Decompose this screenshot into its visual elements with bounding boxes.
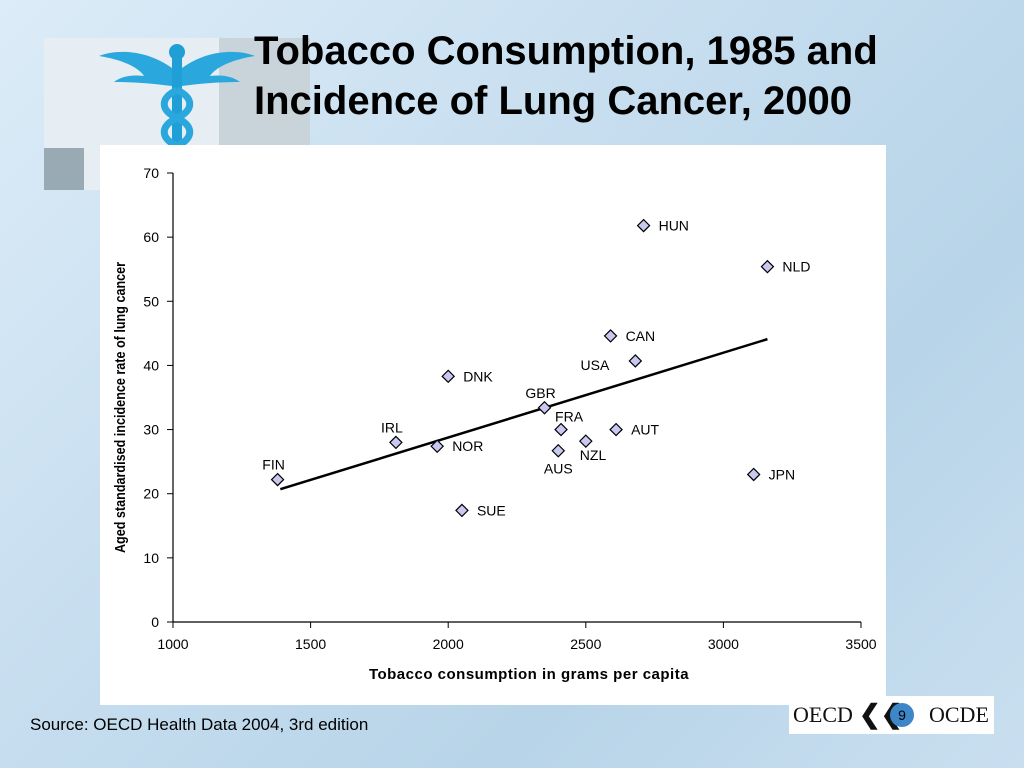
data-label-aut: AUT [631, 422, 659, 438]
oecd-footer-logo: OECD ❮❮ OCDE 9 [789, 696, 994, 734]
data-point-jpn [746, 467, 761, 482]
data-point-can [603, 329, 618, 343]
data-point-fin [270, 472, 285, 487]
data-label-gbr: GBR [525, 385, 555, 401]
slide-title: Tobacco Consumption, 1985 and Incidence … [254, 26, 1014, 126]
data-label-aus: AUS [544, 461, 573, 477]
data-point-aut [609, 422, 623, 437]
data-point-aus [551, 443, 566, 458]
y-tick-label: 70 [143, 165, 159, 181]
x-tick-label: 1000 [157, 636, 188, 652]
chart-panel: 0 10 20 30 40 50 60 70 1000 1500 2000 2500 3000 3500 T… [100, 145, 886, 705]
data-label-jpn: JPN [769, 466, 795, 482]
data-point-nor [430, 439, 445, 454]
y-tick-label: 40 [143, 357, 159, 373]
page-number-badge: 9 [890, 703, 914, 727]
data-label-fra: FRA [555, 409, 584, 425]
data-label-dnk: DNK [463, 368, 493, 384]
data-label-can: CAN [626, 328, 656, 344]
data-label-irl: IRL [381, 419, 403, 435]
data-point-irl [389, 435, 403, 450]
data-point-dnk [441, 369, 456, 384]
data-point-usa [628, 354, 643, 368]
y-tick-label: 30 [143, 422, 159, 438]
y-tick-label: 50 [143, 293, 159, 309]
scatter-chart: 0 10 20 30 40 50 60 70 1000 1500 2000 2500 3000 3500 T… [111, 165, 877, 683]
source-note: Source: OECD Health Data 2004, 3rd editi… [30, 715, 369, 734]
x-tick-label: 2500 [570, 636, 601, 652]
slide-title-line-2: Incidence of Lung Cancer, 2000 [254, 79, 852, 123]
x-tick-label: 2000 [433, 636, 464, 652]
data-label-nzl: NZL [580, 447, 607, 463]
data-label-fin: FIN [262, 457, 285, 473]
data-point-hun [636, 218, 651, 233]
caduceus-logo-image [44, 38, 310, 190]
data-point-gbr [537, 400, 552, 415]
x-tick-label: 3500 [845, 636, 876, 652]
data-label-nor: NOR [452, 438, 483, 454]
data-point-nld [760, 259, 775, 274]
y-tick-label: 0 [151, 614, 159, 630]
data-label-nld: NLD [782, 259, 810, 275]
y-axis-label: Aged standardised incidence rate of lung… [111, 261, 128, 553]
y-tick-label: 20 [143, 486, 159, 502]
data-label-hun: HUN [659, 218, 689, 234]
y-tick-label: 60 [143, 229, 159, 245]
data-label-sue: SUE [477, 502, 506, 518]
x-axis-label: Tobacco consumption in grams per capita [369, 666, 689, 683]
x-tick-label: 3000 [708, 636, 739, 652]
data-label-usa: USA [581, 357, 610, 373]
data-point-fra [554, 422, 568, 437]
trend-line [279, 337, 768, 491]
data-point-nzl [578, 434, 593, 448]
oecd-logo-text: OECD [793, 702, 853, 727]
data-point-sue [455, 503, 469, 518]
caduceus-icon [44, 38, 310, 190]
ocde-logo-text: OCDE [929, 702, 989, 727]
slide-title-line-1: Tobacco Consumption, 1985 and [254, 29, 878, 73]
y-tick-label: 10 [143, 550, 159, 566]
x-tick-label: 1500 [295, 636, 326, 652]
